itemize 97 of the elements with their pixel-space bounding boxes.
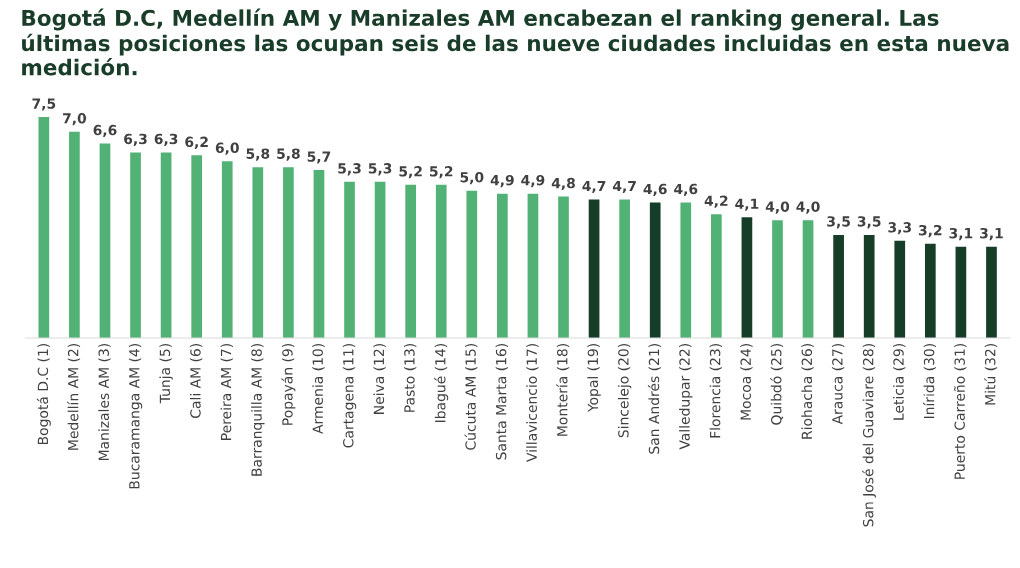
data-label: 3,5 xyxy=(857,216,881,229)
bar xyxy=(221,161,233,338)
bar xyxy=(38,117,50,338)
bar xyxy=(344,181,355,338)
bar xyxy=(924,243,936,338)
bar xyxy=(313,170,325,338)
x-tick-label: Pereira AM (7) xyxy=(220,344,233,440)
bar xyxy=(405,184,417,338)
bar xyxy=(435,184,447,338)
bar xyxy=(466,190,478,338)
bar xyxy=(802,220,814,338)
data-label: 5,2 xyxy=(399,166,422,179)
bar xyxy=(955,246,967,338)
x-tick-label: Florencia (23) xyxy=(709,344,723,438)
bar xyxy=(710,214,722,338)
data-label: 3,3 xyxy=(888,222,911,235)
data-label: 4,8 xyxy=(551,177,575,191)
bar xyxy=(99,143,111,338)
x-tick-label: Bucaramanga AM (4) xyxy=(128,344,143,489)
bar xyxy=(680,202,692,338)
x-tick-label: Pasto (13) xyxy=(403,344,417,412)
data-label: 5,2 xyxy=(430,166,453,179)
data-label: 7,5 xyxy=(32,98,56,111)
data-label: 4,9 xyxy=(490,174,514,188)
x-tick-label: Cartagena (11) xyxy=(342,344,357,448)
bar xyxy=(649,202,661,338)
data-label: 5,7 xyxy=(307,151,331,164)
x-tick-label: Riohacha (26) xyxy=(801,344,814,439)
x-tick-label: Mocoa (24) xyxy=(740,344,753,420)
x-tick-label: Leticia (29) xyxy=(893,344,906,420)
data-label: 4,6 xyxy=(674,183,698,197)
x-tick-label: Barranquilla AM (8) xyxy=(251,344,265,476)
data-label: 3,1 xyxy=(980,227,1003,241)
x-tick-label: Santa Marta (16) xyxy=(495,344,509,460)
bar xyxy=(772,220,783,338)
bar xyxy=(741,217,753,338)
data-label: 6,2 xyxy=(185,136,208,149)
data-label: 3,5 xyxy=(827,216,850,229)
data-label: 4,7 xyxy=(612,180,636,194)
chart-title: Bogotá D.C, Medellín AM y Manizales AM encabezan el ranking general. Las últimas posiciones las ocupan seis de las nueve ciudades incluidas en esta nueva medición. xyxy=(22,8,1009,76)
x-tick-label: Quibdó (25) xyxy=(770,344,784,425)
x-tick-label: Medellín AM (2) xyxy=(67,344,81,450)
data-label: 5,8 xyxy=(277,148,300,161)
x-tick-label: San Andrés (21) xyxy=(647,344,661,454)
x-tick-label: Inírida (30) xyxy=(923,344,936,419)
x-tick-label: Yopal (19) xyxy=(587,344,601,413)
bar xyxy=(986,246,997,338)
bar xyxy=(374,181,386,338)
x-tick-label: Armenia (10) xyxy=(312,344,325,434)
data-label: 4,0 xyxy=(765,201,790,214)
x-tick-label: Manizales AM (3) xyxy=(98,344,111,461)
data-label: 3,2 xyxy=(918,224,942,238)
data-label: 7,0 xyxy=(63,113,87,126)
x-tick-label: San José del Guaviare (28) xyxy=(862,344,877,527)
x-tick-label: Tunja (5) xyxy=(159,344,173,404)
bar xyxy=(497,193,508,338)
data-label: 4,0 xyxy=(796,201,820,214)
bar xyxy=(283,167,294,338)
bar xyxy=(527,193,539,338)
x-tick-label: Bogotá D.C (1) xyxy=(36,344,51,445)
bar xyxy=(160,152,172,338)
data-label: 5,3 xyxy=(368,163,392,176)
bar xyxy=(191,155,203,338)
x-tick-label: Popayán (9) xyxy=(281,344,296,425)
x-tick-label: Mitú (32) xyxy=(984,344,998,405)
data-label: 5,8 xyxy=(246,148,270,161)
bar xyxy=(863,234,875,338)
data-label: 6,0 xyxy=(215,142,239,155)
bar xyxy=(69,131,80,338)
data-label: 3,1 xyxy=(949,227,973,241)
bar xyxy=(252,167,264,338)
bar xyxy=(833,234,844,338)
bar xyxy=(588,199,600,338)
bar xyxy=(130,152,141,338)
data-label: 6,6 xyxy=(93,124,117,138)
x-tick-label: Montería (18) xyxy=(556,344,570,436)
data-label: 4,9 xyxy=(521,174,545,188)
data-label: 4,2 xyxy=(704,195,728,208)
bar xyxy=(558,196,569,338)
x-tick-label: Villavicencio (17) xyxy=(526,344,539,462)
data-label: 5,3 xyxy=(338,163,361,176)
bar xyxy=(619,199,630,338)
data-label: 6,3 xyxy=(124,133,147,146)
data-label: 6,3 xyxy=(154,133,178,146)
x-tick-label: Sincelejo (20) xyxy=(617,344,632,438)
x-tick-label: Ibagué (14) xyxy=(434,344,449,422)
x-tick-label: Valledupar (22) xyxy=(679,344,693,450)
x-tick-label: Cali AM (6) xyxy=(189,344,203,418)
data-label: 5,0 xyxy=(460,171,484,185)
x-tick-label: Puerto Carreño (31) xyxy=(953,344,967,479)
x-tick-label: Neiva (12) xyxy=(373,344,386,414)
x-tick-label: Arauca (27) xyxy=(831,344,845,425)
bar xyxy=(894,240,906,338)
data-label: 4,1 xyxy=(735,198,759,211)
data-label: 4,6 xyxy=(643,183,667,197)
x-tick-label: Cúcuta AM (15) xyxy=(464,344,478,450)
data-label: 4,7 xyxy=(582,180,606,194)
